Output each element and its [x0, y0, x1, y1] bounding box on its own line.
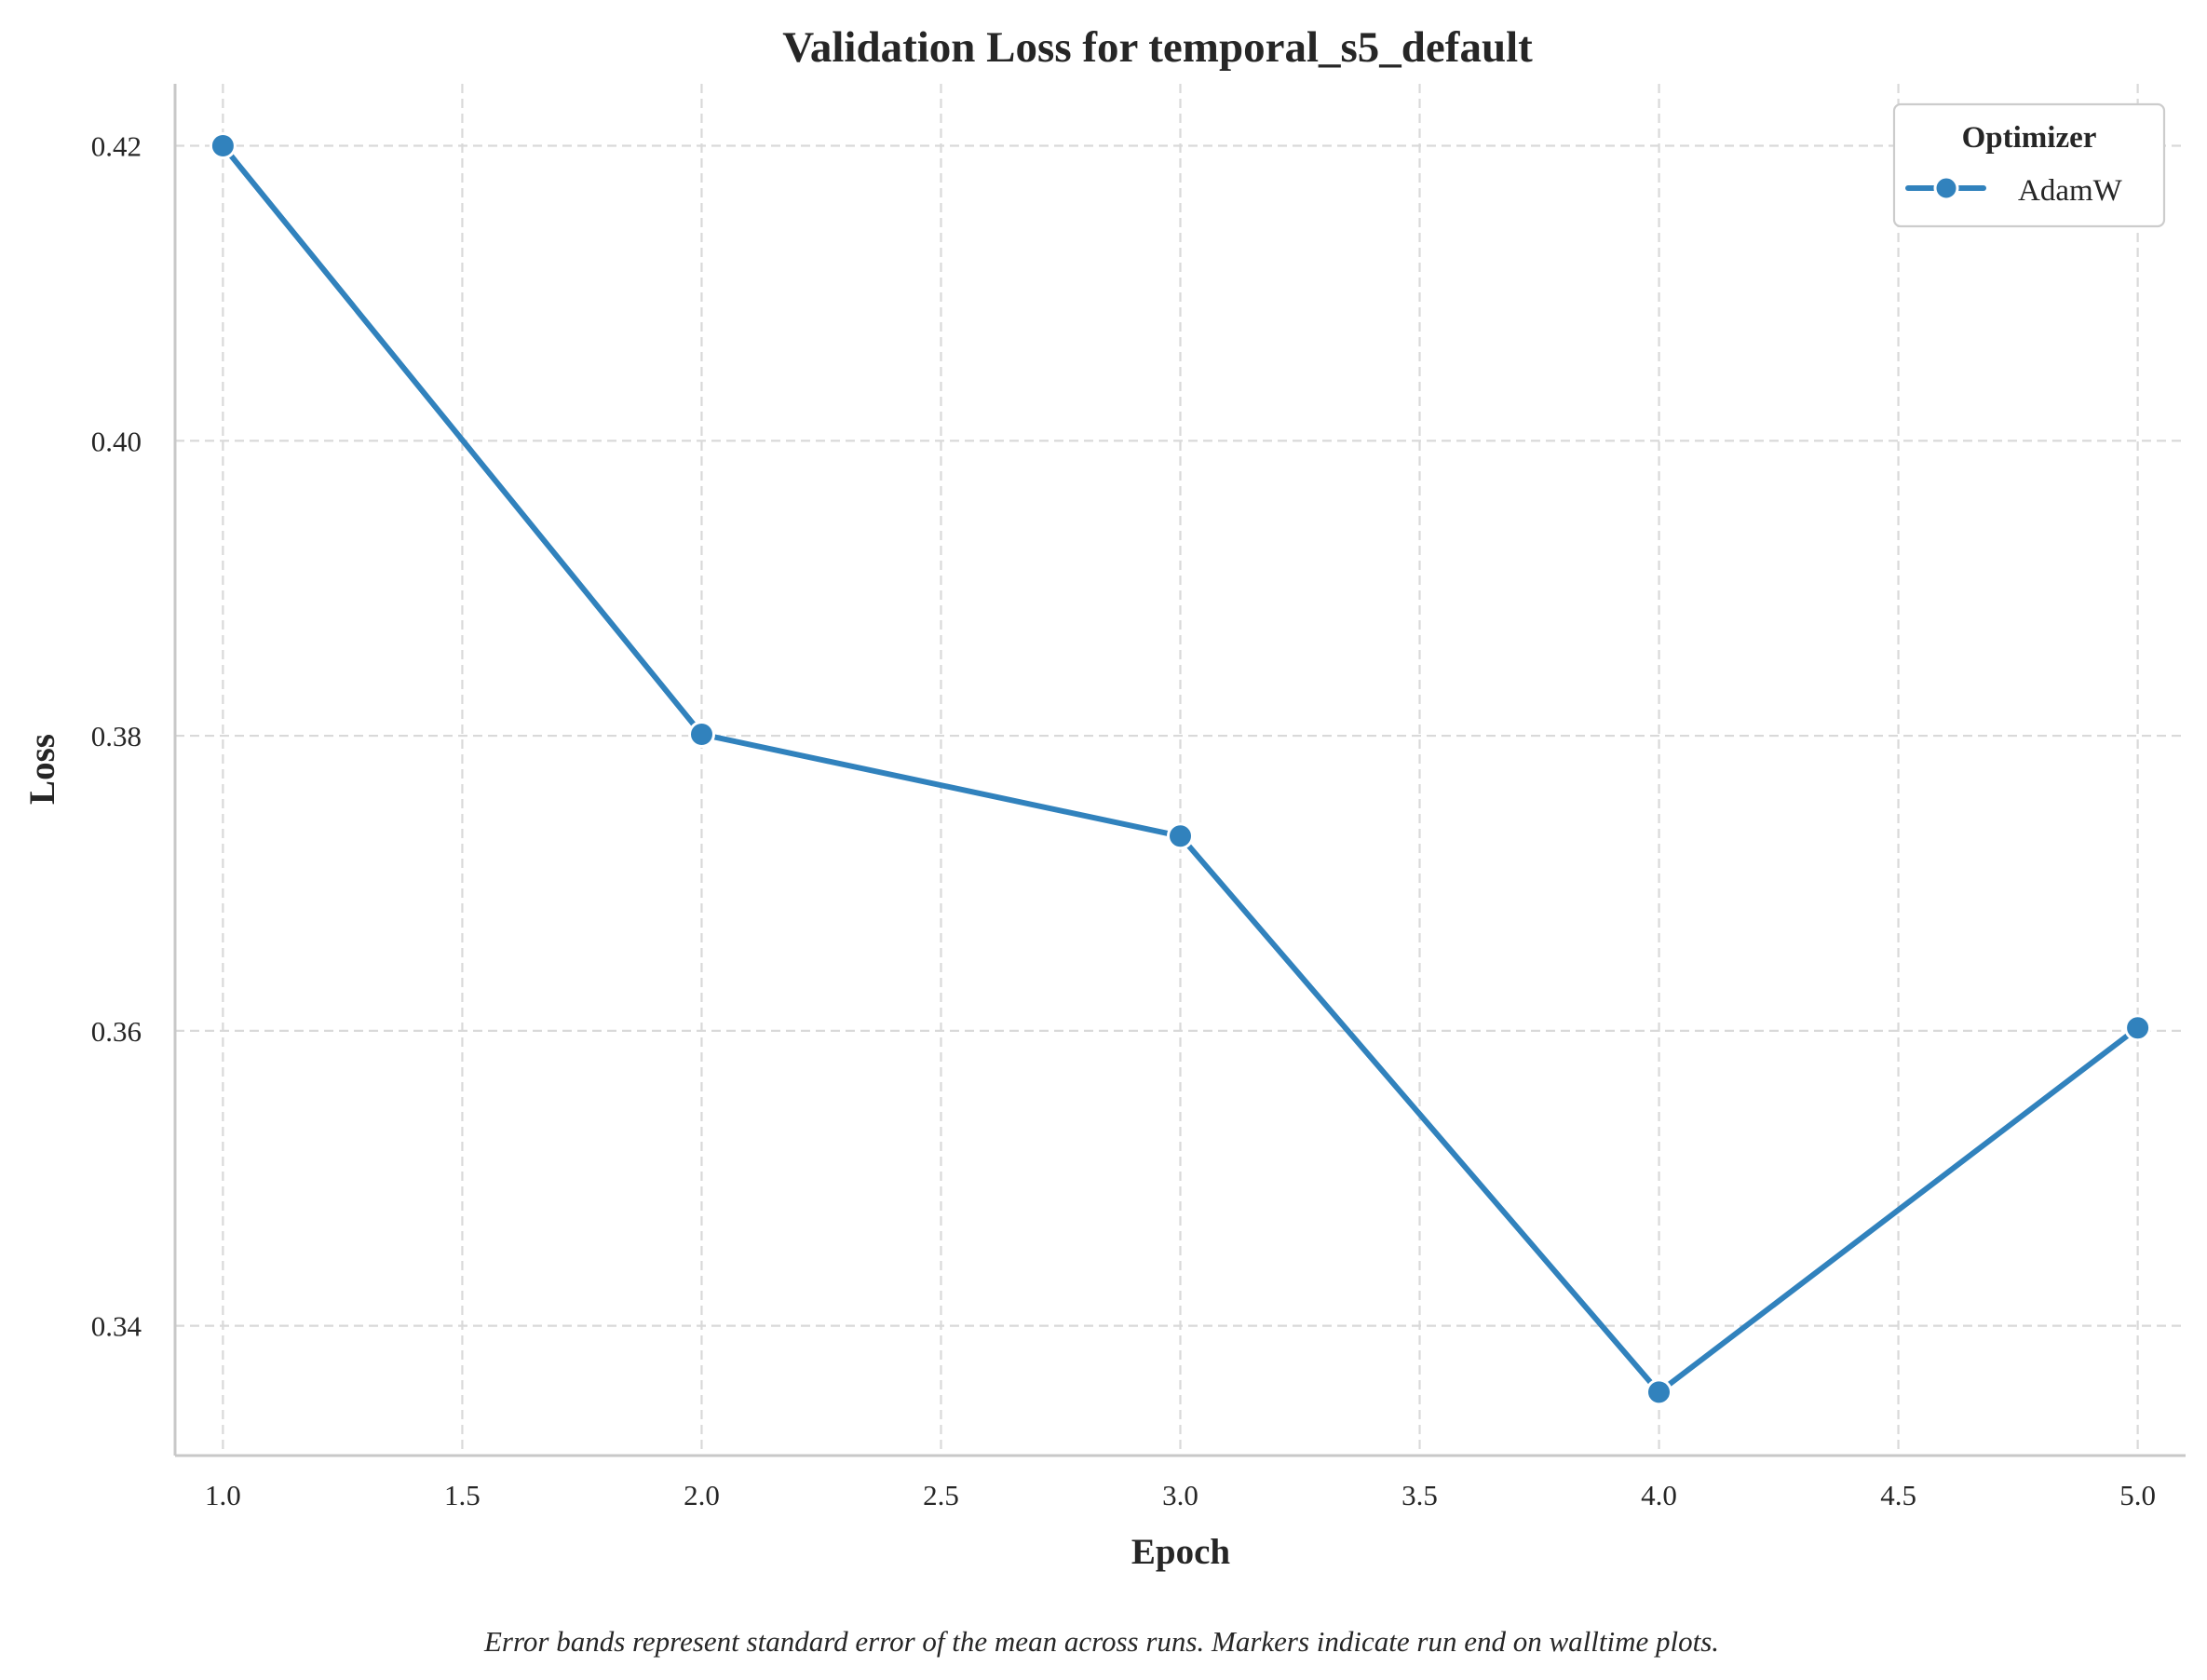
series-layer	[209, 132, 2152, 1406]
x-tick-label: 3.0	[1162, 1479, 1198, 1511]
x-tick-label: 1.0	[205, 1479, 241, 1511]
y-tick-label: 0.42	[91, 130, 142, 163]
y-tick-label: 0.36	[91, 1015, 142, 1048]
y-grid	[175, 144, 2186, 1327]
x-tick-label: 3.5	[1401, 1479, 1438, 1511]
data-point	[688, 721, 715, 748]
x-grid	[222, 84, 2139, 1456]
x-tick-label: 2.0	[684, 1479, 720, 1511]
y-tick-labels: 0.34 0.36 0.38 0.40 0.42	[91, 130, 142, 1343]
chart-title: Validation Loss for temporal_s5_default	[782, 23, 1533, 72]
legend-marker-adamw	[1933, 175, 1959, 201]
legend-label-adamw: AdamW	[2018, 174, 2123, 208]
data-point	[2124, 1014, 2152, 1042]
x-tick-label: 5.0	[2119, 1479, 2156, 1511]
x-tick-label: 4.5	[1880, 1479, 1916, 1511]
x-axis-label: Epoch	[1131, 1532, 1231, 1572]
x-tick-labels: 1.0 1.5 2.0 2.5 3.0 3.5 4.0 4.5 5.0	[205, 1479, 2156, 1511]
data-point	[1167, 822, 1194, 850]
y-tick-label: 0.40	[91, 425, 142, 457]
legend: Optimizer AdamW	[1892, 102, 2166, 228]
footnote: Error bands represent standard error of …	[483, 1625, 1719, 1658]
x-tick-label: 4.0	[1641, 1479, 1677, 1511]
legend-title: Optimizer	[1962, 121, 2097, 155]
x-tick-label: 2.5	[923, 1479, 959, 1511]
y-axis-label: Loss	[22, 734, 62, 805]
data-point	[1645, 1378, 1672, 1406]
data-point	[209, 132, 237, 159]
legend-box	[1892, 102, 2166, 228]
y-tick-label: 0.34	[91, 1310, 142, 1343]
y-tick-label: 0.38	[91, 720, 142, 752]
x-tick-label: 1.5	[444, 1479, 481, 1511]
